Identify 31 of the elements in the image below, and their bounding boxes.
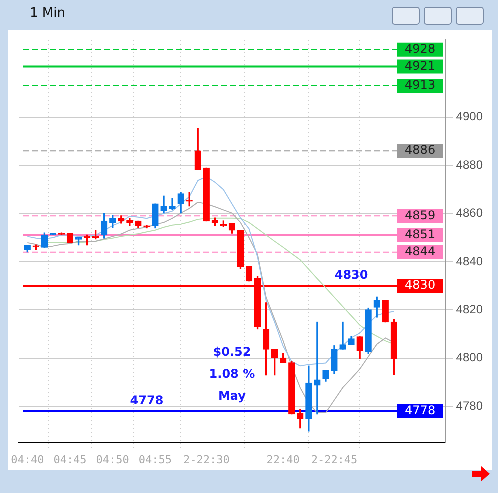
x-tick-label: 2-22:45 [311, 453, 358, 466]
ref-line-label: 4830 [405, 278, 436, 292]
x-tick-label: 04:55 [138, 453, 172, 466]
x-tick-label: 04:50 [96, 453, 130, 466]
candlestick [314, 322, 321, 415]
y-tick-label: 4820 [456, 302, 484, 317]
ref-line-label: 4778 [405, 404, 436, 418]
ref-line-label: 4859 [405, 208, 436, 222]
ref-line-label: 4851 [405, 228, 436, 242]
ref-line-label: 4928 [405, 42, 436, 56]
y-tick-label: 4840 [456, 254, 484, 268]
x-tick-label: 04:40 [11, 453, 44, 466]
y-tick-label: 4900 [456, 110, 484, 124]
x-tick-label: 04:45 [54, 453, 87, 466]
annotation: $0.52 [213, 344, 252, 359]
y-tick-label: 4800 [456, 350, 484, 365]
chart-title: 1 Min [30, 6, 66, 21]
ref-line-label: 4886 [405, 143, 436, 158]
y-tick-label: 4780 [456, 398, 484, 413]
annotation: 4778 [130, 394, 164, 408]
y-tick-label: 4880 [456, 158, 484, 172]
ref-line-label: 4921 [405, 58, 436, 73]
ref-line-label: 4913 [405, 78, 436, 92]
x-tick-label: 2-22:30 [183, 453, 230, 466]
candlestick [340, 322, 346, 350]
x-tick-label: 22:40 [266, 453, 300, 466]
annotation: 1.08 % [209, 366, 256, 381]
ref-line-label: 4844 [405, 244, 436, 258]
annotation: May [218, 388, 246, 403]
y-tick-label: 4860 [456, 206, 484, 220]
annotation: 4830 [334, 268, 368, 282]
